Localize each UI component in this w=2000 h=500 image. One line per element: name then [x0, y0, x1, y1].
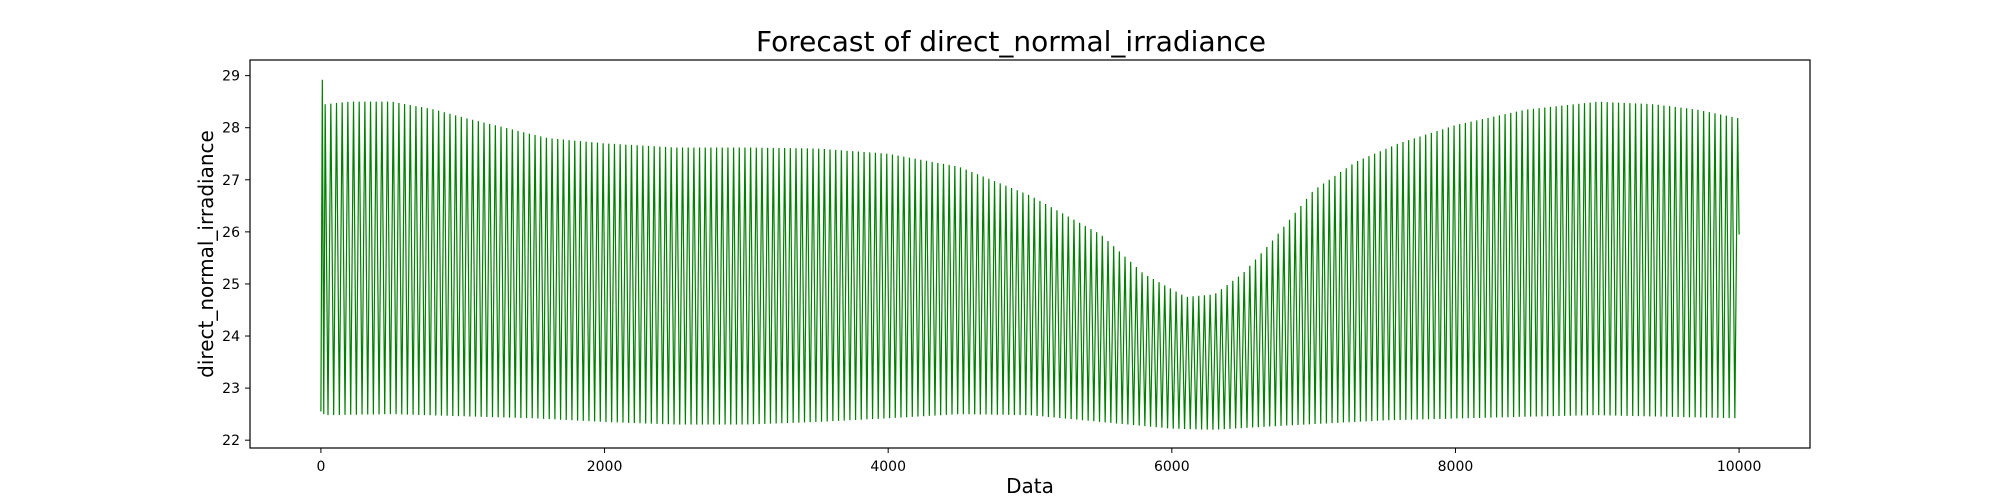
y-tick-label: 25 [222, 277, 240, 293]
x-tick-label: 8000 [1438, 459, 1474, 475]
plot-area [320, 79, 1740, 430]
x-tick-label: 6000 [1154, 459, 1190, 475]
series-line [320, 79, 1740, 430]
y-tick-label: 22 [222, 433, 240, 449]
x-axis-label: Data [1006, 474, 1054, 498]
x-tick-label: 0 [316, 459, 325, 475]
y-axis-label: direct_normal_irradiance [194, 130, 218, 378]
x-tick-label: 10000 [1717, 459, 1762, 475]
x-axis: 0 2000 4000 6000 8000 10000 [316, 448, 1761, 475]
y-tick-label: 28 [222, 121, 240, 137]
chart-title: Forecast of direct_normal_irradiance [756, 25, 1266, 58]
x-tick-label: 2000 [587, 459, 623, 475]
y-axis: 22 23 24 25 26 27 28 29 [222, 69, 250, 449]
y-tick-label: 29 [222, 69, 240, 85]
y-tick-label: 27 [222, 173, 240, 189]
x-tick-label: 4000 [870, 459, 906, 475]
y-tick-label: 26 [222, 225, 240, 241]
y-tick-label: 24 [222, 329, 240, 345]
y-tick-label: 23 [222, 381, 240, 397]
plot-frame [249, 59, 1811, 449]
